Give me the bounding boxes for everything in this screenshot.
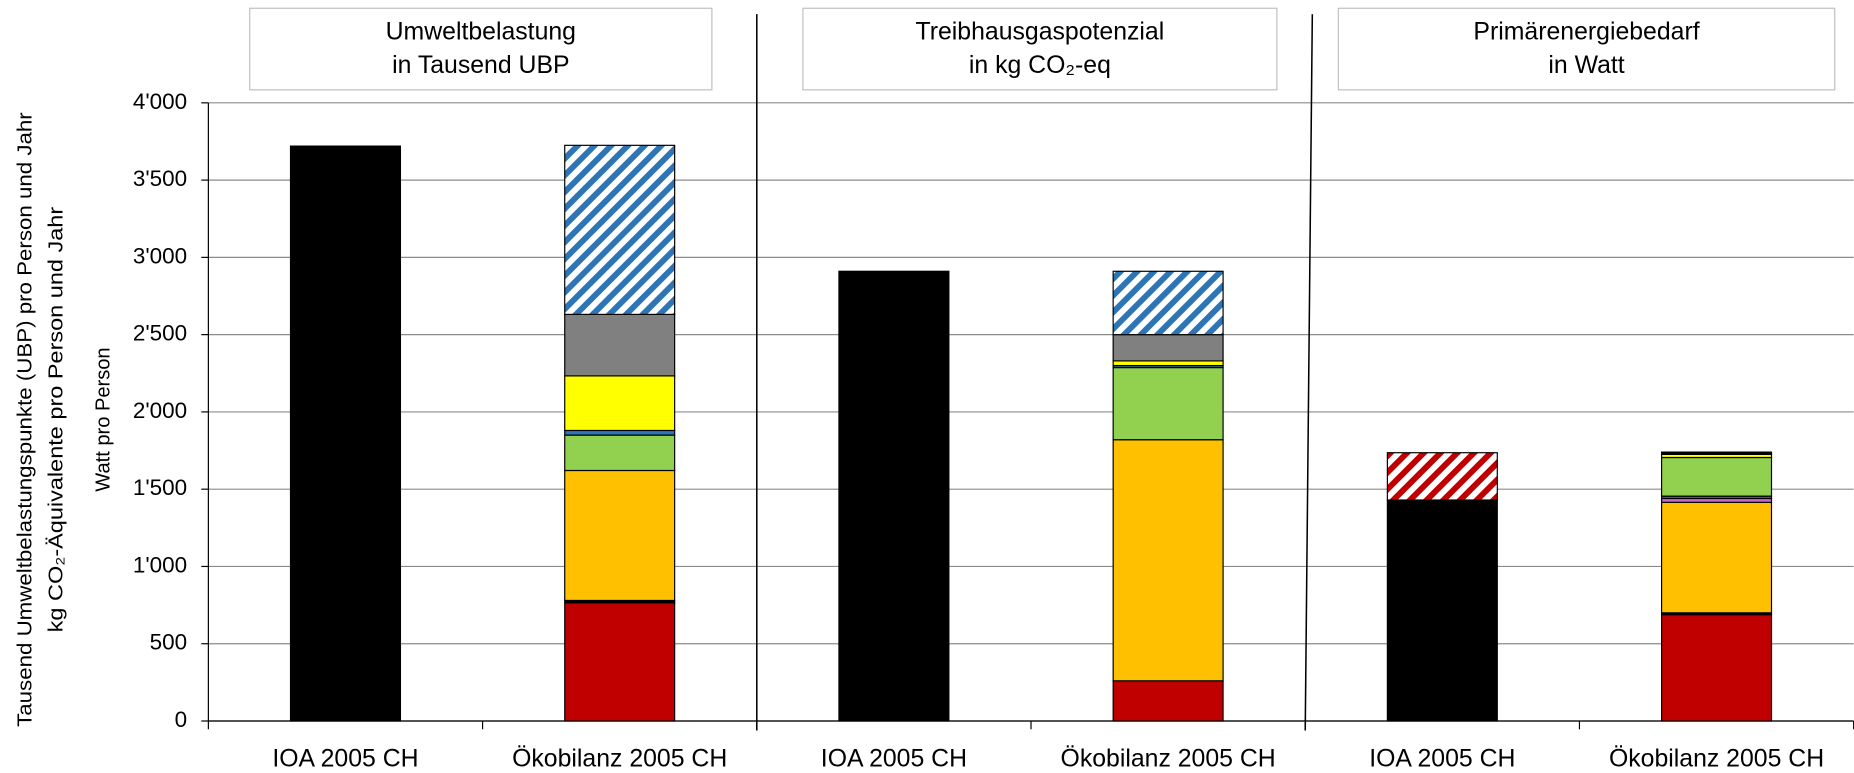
bar-segment <box>1660 501 1773 614</box>
bar-segment <box>1112 360 1224 367</box>
x-tick-label: IOA 2005 CH <box>272 746 418 773</box>
panel-header <box>249 7 713 91</box>
x-tick-label: IOA 2005 CH <box>1369 746 1515 773</box>
x-tick-label: Ökobilanz 2005 CH <box>1061 746 1276 773</box>
y-tick-label: 1'500 <box>133 475 187 500</box>
bar-segment <box>564 602 676 722</box>
bar-segment <box>564 375 676 432</box>
panel-header <box>802 7 1278 91</box>
y-tick-label: 3'000 <box>133 243 187 268</box>
bar-segment <box>1660 614 1773 722</box>
y-tick-label: 0 <box>175 707 187 732</box>
y-tick-label: 1'000 <box>133 552 187 577</box>
bar-segment <box>1386 499 1498 722</box>
panel-title: in Watt <box>1548 52 1624 79</box>
x-tick-label: IOA 2005 CH <box>821 746 967 773</box>
panel-title: Umweltbelastung <box>386 19 576 46</box>
panel-title: Primärenergiebedarf <box>1473 19 1699 46</box>
y-tick-label: 2'000 <box>133 398 187 423</box>
bar-segment <box>564 313 676 377</box>
y-axis-label: Tausend Umweltbelastungspunkte (UBP) pro… <box>15 112 37 727</box>
y-axis-label: Watt pro Person <box>93 347 115 491</box>
y-tick-label: 500 <box>150 630 187 655</box>
panel-title: Treibhausgaspotenzial <box>916 19 1165 46</box>
bar-segment <box>1112 439 1224 682</box>
bar-segment <box>564 434 676 472</box>
bar-segment <box>1660 451 1773 456</box>
panel-header <box>1337 7 1836 91</box>
bar-segment <box>564 469 676 602</box>
y-tick-label: 4'000 <box>133 89 187 114</box>
bar-segment <box>1112 680 1224 722</box>
panel-title: in kg CO₂-eq <box>969 52 1111 79</box>
y-axis-label: kg CO₂-Äquivalente pro Person und Jahr <box>45 206 67 632</box>
bar-segment <box>1386 452 1498 501</box>
bar-segment <box>1112 366 1224 441</box>
panel-separator <box>1304 14 1314 731</box>
bar-segment <box>564 144 676 315</box>
y-tick-label: 2'500 <box>133 321 187 346</box>
bar-segment <box>1112 270 1224 336</box>
y-tick-label: 3'500 <box>133 166 187 191</box>
bar-segment <box>1112 334 1224 362</box>
bar-segment <box>1660 456 1773 497</box>
bar-segment <box>289 145 402 722</box>
bar-segment <box>564 429 676 436</box>
bar-segment <box>838 270 950 722</box>
x-tick-label: Ökobilanz 2005 CH <box>512 746 727 773</box>
panel-title: in Tausend UBP <box>392 52 569 79</box>
x-tick-label: Ökobilanz 2005 CH <box>1609 746 1824 773</box>
